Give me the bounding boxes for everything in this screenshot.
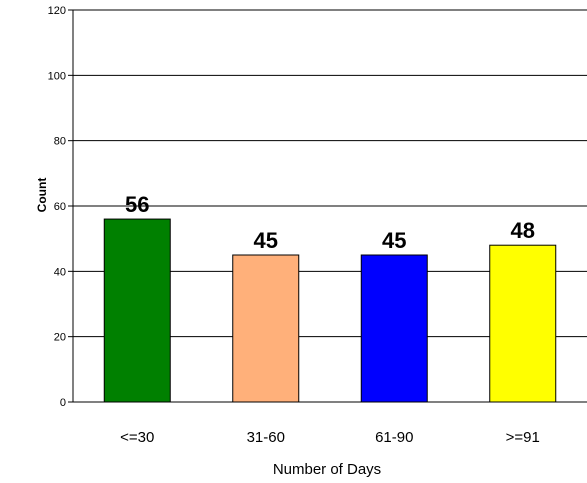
- y-tick-label: 100: [48, 70, 66, 82]
- x-tick-label: >=91: [506, 429, 540, 446]
- y-axis-title: Count: [35, 178, 49, 213]
- y-tick-label: 20: [54, 332, 66, 344]
- bars: [103, 218, 557, 403]
- bar-3: [489, 244, 557, 403]
- y-tick-label: 80: [54, 136, 66, 148]
- bar-1: [232, 254, 300, 403]
- x-axis-title: Number of Days: [273, 461, 381, 478]
- y-tick-label: 120: [48, 5, 66, 17]
- x-tick-labels: <=30 31-60 61-90 >=91: [120, 429, 540, 446]
- data-label: 56: [125, 192, 149, 217]
- x-tick-label: 31-60: [247, 429, 285, 446]
- data-label: 45: [254, 228, 278, 253]
- x-tick-label: <=30: [120, 429, 154, 446]
- y-tick-label: 60: [54, 201, 66, 213]
- data-label: 48: [511, 218, 535, 243]
- y-tick-labels: 0 20 40 60 80 100 120: [48, 5, 73, 409]
- bar-2: [360, 254, 428, 403]
- y-tick-label: 40: [54, 266, 66, 278]
- data-label: 45: [382, 228, 406, 253]
- bar-0: [103, 218, 171, 403]
- y-tick-label: 0: [60, 397, 66, 409]
- x-tick-label: 61-90: [375, 429, 413, 446]
- data-labels: 56 45 45 48: [125, 192, 535, 253]
